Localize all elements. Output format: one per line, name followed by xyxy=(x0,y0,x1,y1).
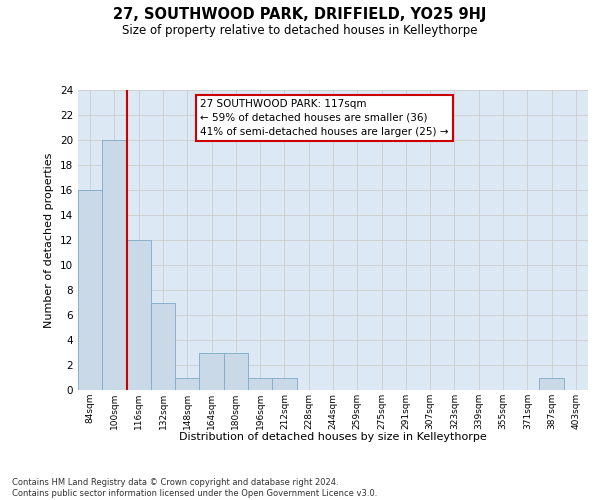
Bar xyxy=(272,378,296,390)
Bar xyxy=(151,302,175,390)
Bar xyxy=(224,352,248,390)
Text: 27, SOUTHWOOD PARK, DRIFFIELD, YO25 9HJ: 27, SOUTHWOOD PARK, DRIFFIELD, YO25 9HJ xyxy=(113,8,487,22)
Y-axis label: Number of detached properties: Number of detached properties xyxy=(44,152,55,328)
Text: 27 SOUTHWOOD PARK: 117sqm
← 59% of detached houses are smaller (36)
41% of semi-: 27 SOUTHWOOD PARK: 117sqm ← 59% of detac… xyxy=(200,99,449,137)
Bar xyxy=(539,378,564,390)
Bar xyxy=(248,378,272,390)
Text: Distribution of detached houses by size in Kelleythorpe: Distribution of detached houses by size … xyxy=(179,432,487,442)
Bar xyxy=(175,378,199,390)
Bar xyxy=(127,240,151,390)
Text: Contains HM Land Registry data © Crown copyright and database right 2024.
Contai: Contains HM Land Registry data © Crown c… xyxy=(12,478,377,498)
Text: Size of property relative to detached houses in Kelleythorpe: Size of property relative to detached ho… xyxy=(122,24,478,37)
Bar xyxy=(102,140,127,390)
Bar xyxy=(78,190,102,390)
Bar xyxy=(199,352,224,390)
